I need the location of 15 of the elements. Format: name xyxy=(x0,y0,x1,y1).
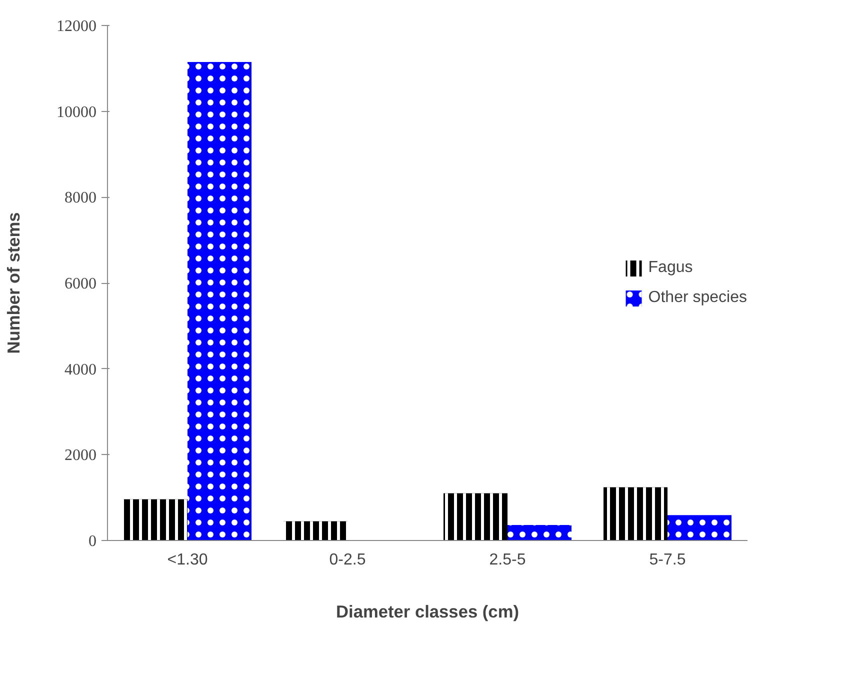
y-tick-label: 0 xyxy=(88,533,96,550)
x-tick-label: 2.5-5 xyxy=(489,552,526,568)
y-tick-label: 2000 xyxy=(64,447,96,464)
x-tick-label: 0-2.5 xyxy=(329,552,366,568)
y-tick-label: 6000 xyxy=(64,276,96,292)
x-axis-title: Diameter classes (cm) xyxy=(336,602,520,622)
y-tick-label: 8000 xyxy=(64,190,96,207)
x-tick-label: 5-7.5 xyxy=(649,552,686,568)
y-tick-label: 4000 xyxy=(64,361,96,378)
legend-label: Other species xyxy=(648,288,747,306)
legend-label: Fagus xyxy=(648,258,693,276)
y-axis-title: Number of stems xyxy=(4,212,24,354)
y-tick-label: 12000 xyxy=(56,18,96,35)
x-tick-label: <1.30 xyxy=(167,552,208,568)
y-tick-label: 10000 xyxy=(56,104,96,121)
